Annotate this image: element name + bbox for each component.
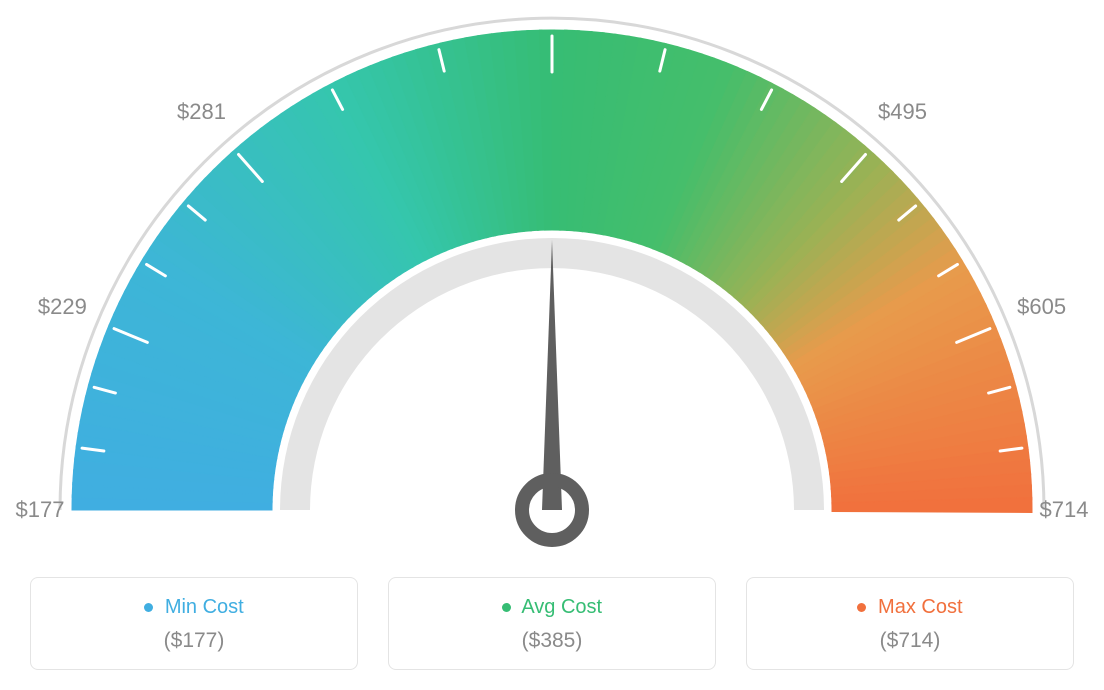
dot-icon-max [857, 603, 866, 612]
legend-label-avg: Avg Cost [521, 596, 602, 618]
legend-value-min: ($177) [41, 629, 347, 653]
legend-label-max: Max Cost [878, 596, 962, 618]
legend-title-avg: Avg Cost [399, 596, 705, 619]
cost-gauge-widget: $177$229$281$385$495$605$714 Min Cost ($… [0, 0, 1104, 690]
legend-value-avg: ($385) [399, 629, 705, 653]
dot-icon-avg [502, 603, 511, 612]
gauge-svg [0, 0, 1104, 560]
gauge-tick-label: $714 [1040, 497, 1089, 523]
gauge-area: $177$229$281$385$495$605$714 [0, 0, 1104, 560]
gauge-tick-label: $177 [16, 497, 65, 523]
legend-card-max: Max Cost ($714) [746, 577, 1074, 670]
legend-title-max: Max Cost [757, 596, 1063, 619]
legend-value-max: ($714) [757, 629, 1063, 653]
legend-row: Min Cost ($177) Avg Cost ($385) Max Cost… [0, 577, 1104, 670]
gauge-tick-label: $229 [38, 294, 87, 320]
gauge-tick-label: $495 [878, 99, 927, 125]
legend-card-avg: Avg Cost ($385) [388, 577, 716, 670]
dot-icon-min [144, 603, 153, 612]
legend-card-min: Min Cost ($177) [30, 577, 358, 670]
legend-label-min: Min Cost [165, 596, 244, 618]
gauge-tick-label: $605 [1017, 294, 1066, 320]
gauge-tick-label: $281 [177, 99, 226, 125]
legend-title-min: Min Cost [41, 596, 347, 619]
